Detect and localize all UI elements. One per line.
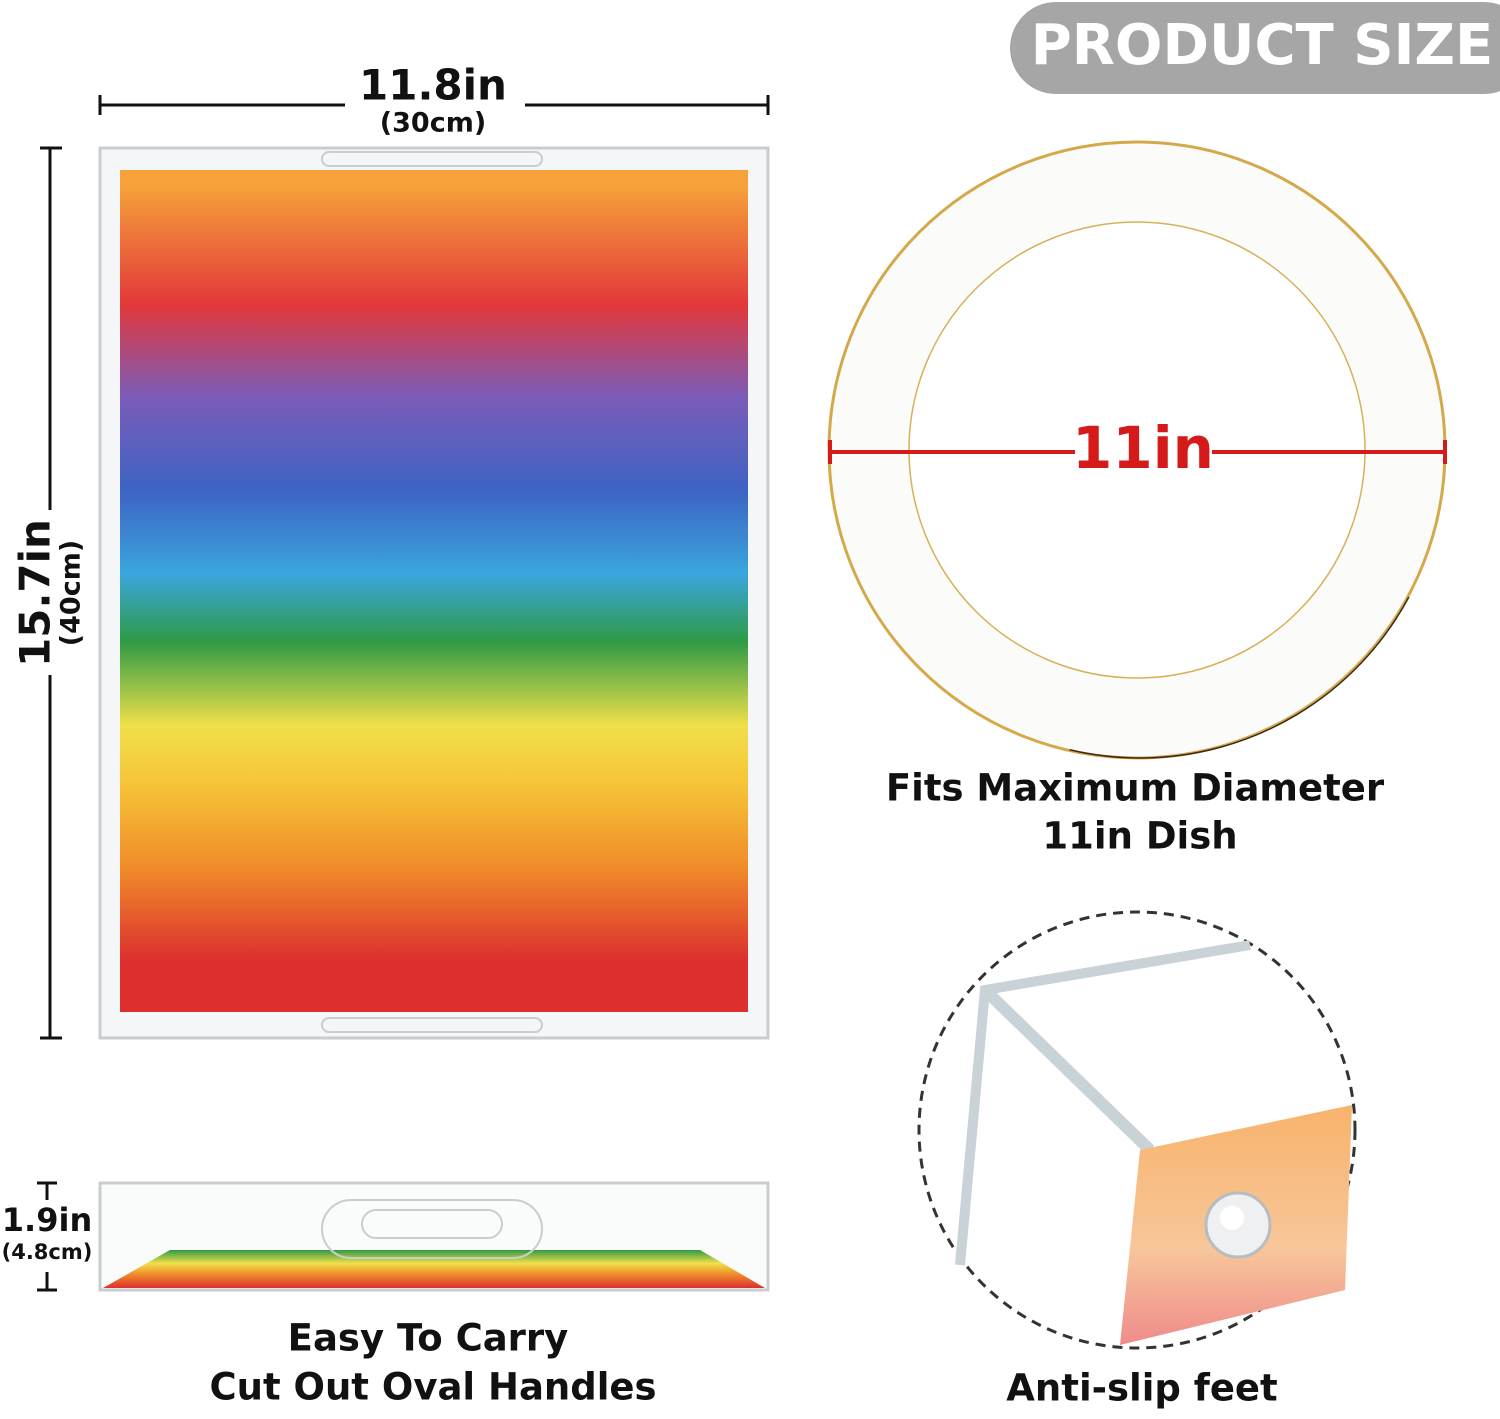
side-caption: Easy To Carry [288,1317,569,1360]
feet-caption: Anti-slip feet [1006,1367,1277,1410]
diameter-dimension [828,440,1447,464]
width-dimension [98,95,770,115]
length-dimension [40,146,62,1040]
tray-top [98,146,770,1040]
length-cm-label: (40cm) [56,540,87,646]
badge-text: PRODUCT SIZE [1031,13,1494,78]
width-cm-label: (30cm) [380,108,486,139]
badge [1010,2,1500,94]
plate-caption: Fits Maximum Diameter [886,767,1385,810]
length-label: 15.7in [11,519,60,667]
side-caption: Cut Out Oval Handles [209,1366,656,1409]
height-dimension [37,1181,57,1292]
width-label: 11.8in [359,61,507,110]
tray-side [98,1181,770,1292]
diameter-label: 11in [1072,414,1214,482]
feet-detail [917,910,1357,1350]
plate-caption: 11in Dish [1042,815,1237,858]
height-label: 1.9in [2,1201,92,1239]
height-cm-label: (4.8cm) [2,1240,93,1264]
plate [827,140,1447,760]
